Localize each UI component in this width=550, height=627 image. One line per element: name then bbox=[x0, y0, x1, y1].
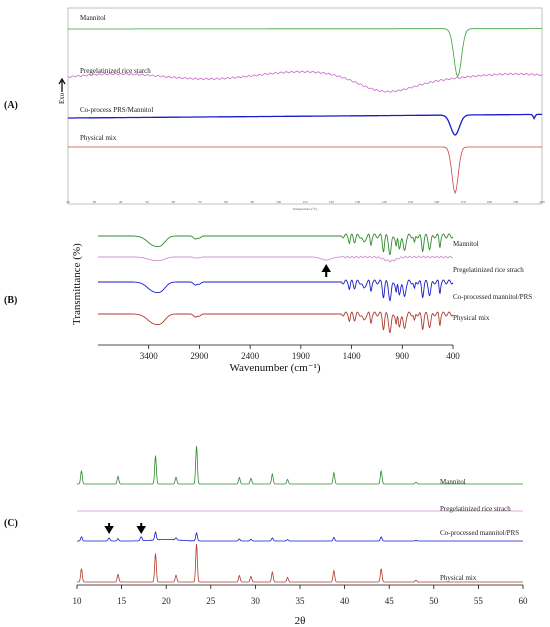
xrd-tick-label: 15 bbox=[117, 596, 127, 606]
ftir-tick-label: 2900 bbox=[190, 351, 209, 361]
panel-label-a: (A) bbox=[4, 100, 18, 111]
exo-arrow-icon bbox=[58, 77, 66, 92]
dsc-label-physical-mix: Physical mix bbox=[80, 134, 117, 142]
dsc-tick-label: 150 bbox=[408, 200, 414, 204]
xrd-tick-label: 55 bbox=[474, 596, 484, 606]
dsc-tick-label: 20 bbox=[66, 200, 70, 204]
ftir-tick-label: 900 bbox=[396, 351, 410, 361]
xrd-tick-label: 25 bbox=[206, 596, 216, 606]
dsc-tick-label: 40 bbox=[119, 200, 123, 204]
ftir-ylabel: Transmittance (%) bbox=[71, 243, 83, 325]
ftir-tick-label: 2400 bbox=[241, 351, 260, 361]
dsc-series-mannitol bbox=[68, 28, 542, 78]
xrd-tick-label: 20 bbox=[162, 596, 172, 606]
dsc-tick-label: 110 bbox=[302, 200, 307, 204]
xrd-series-physical-mix bbox=[77, 543, 523, 583]
dsc-tick-label: 30 bbox=[93, 200, 97, 204]
xrd-xlabel: 2θ bbox=[295, 615, 306, 627]
xrd-label-mannitol: Mannitol bbox=[440, 478, 466, 486]
ftir-series-co-processed-mannitol-prs bbox=[98, 279, 454, 302]
dsc-label-co-process-prs-mannitol: Co-process PRS/Mannitol bbox=[80, 106, 153, 114]
dsc-tick-label: 200 bbox=[539, 200, 545, 204]
dsc-tick-label: 190 bbox=[513, 200, 519, 204]
ftir-tick-label: 1900 bbox=[292, 351, 311, 361]
panel-a-dsc: (A) Exo Mannitol Pregelatinized rice star… bbox=[4, 7, 545, 211]
dsc-label-mannitol: Mannitol bbox=[80, 14, 106, 22]
ftir-tick-label: 3400 bbox=[140, 351, 159, 361]
dsc-tick-label: 50 bbox=[145, 200, 149, 204]
xrd-arrow-icon bbox=[104, 523, 114, 534]
ftir-series-pregelatinized-rice-strach bbox=[98, 255, 454, 263]
dsc-tick-label: 140 bbox=[381, 200, 387, 204]
dsc-tick-label: 100 bbox=[276, 200, 282, 204]
dsc-xlabel: Temperature (°C) bbox=[293, 207, 318, 211]
xrd-tick-label: 60 bbox=[519, 596, 529, 606]
panel-label-c: (C) bbox=[4, 518, 18, 529]
dsc-series-co-process-prs-mannitol bbox=[68, 113, 542, 136]
dsc-tick-label: 130 bbox=[355, 200, 361, 204]
xrd-series-co-processed-mannitol-prs bbox=[77, 530, 523, 542]
ftir-tick-label: 400 bbox=[446, 351, 460, 361]
xrd-tick-label: 30 bbox=[251, 596, 261, 606]
dsc-series-pregelatinized-rice-starch bbox=[67, 70, 543, 93]
xrd-tick-label: 35 bbox=[296, 596, 306, 606]
dsc-tick-label: 160 bbox=[434, 200, 440, 204]
dsc-ylabel: Exo bbox=[58, 92, 66, 104]
xrd-label-physical-mix: Physical mix bbox=[440, 574, 477, 582]
xrd-tick-label: 45 bbox=[385, 596, 395, 606]
ftir-label-mannitol: Mannitol bbox=[453, 240, 479, 248]
xrd-series-mannitol bbox=[77, 445, 523, 485]
dsc-tick-label: 170 bbox=[460, 200, 466, 204]
panel-b-ftir: (B) Transmittance (%) Mannitol Pregelatin… bbox=[4, 233, 532, 374]
xrd-tick-label: 50 bbox=[429, 596, 439, 606]
xrd-tick-label: 40 bbox=[340, 596, 350, 606]
dsc-tick-label: 60 bbox=[172, 200, 176, 204]
ftir-tick-label: 1400 bbox=[343, 351, 362, 361]
dsc-tick-label: 80 bbox=[224, 200, 228, 204]
ftir-label-physical-mix: Physical mix bbox=[453, 314, 490, 322]
dsc-tick-label: 180 bbox=[487, 200, 493, 204]
xrd-label-co-processed-mannitol-prs: Co-processed mannitol/PRS bbox=[440, 529, 519, 537]
ftir-label-co-processed-mannitol-prs: Co-processed mannitol/PRS bbox=[453, 293, 532, 301]
ftir-xlabel: Wavenumber (cm⁻¹) bbox=[230, 362, 321, 374]
ftir-series-mannitol bbox=[98, 233, 454, 256]
dsc-frame bbox=[67, 7, 543, 205]
panel-c-xrd: (C) Mannitol Pregelatinized rice strach Co… bbox=[4, 445, 529, 627]
ftir-label-pregelatinized-rice-strach: Pregelatinized rice strach bbox=[453, 266, 524, 274]
ftir-series-physical-mix bbox=[98, 311, 454, 334]
ftir-arrow-icon bbox=[321, 264, 331, 277]
dsc-series-physical-mix bbox=[68, 146, 542, 195]
xrd-arrow-icon bbox=[136, 523, 146, 534]
xrd-label-pregelatinized-rice-strach: Pregelatinized rice strach bbox=[440, 505, 511, 513]
dsc-label-pregelatinized-rice-starch: Pregelatinized rice starch bbox=[80, 67, 151, 75]
dsc-tick-label: 90 bbox=[251, 200, 255, 204]
dsc-tick-label: 70 bbox=[198, 200, 202, 204]
dsc-tick-label: 120 bbox=[329, 200, 335, 204]
panel-label-b: (B) bbox=[4, 295, 17, 306]
xrd-tick-label: 10 bbox=[73, 596, 83, 606]
